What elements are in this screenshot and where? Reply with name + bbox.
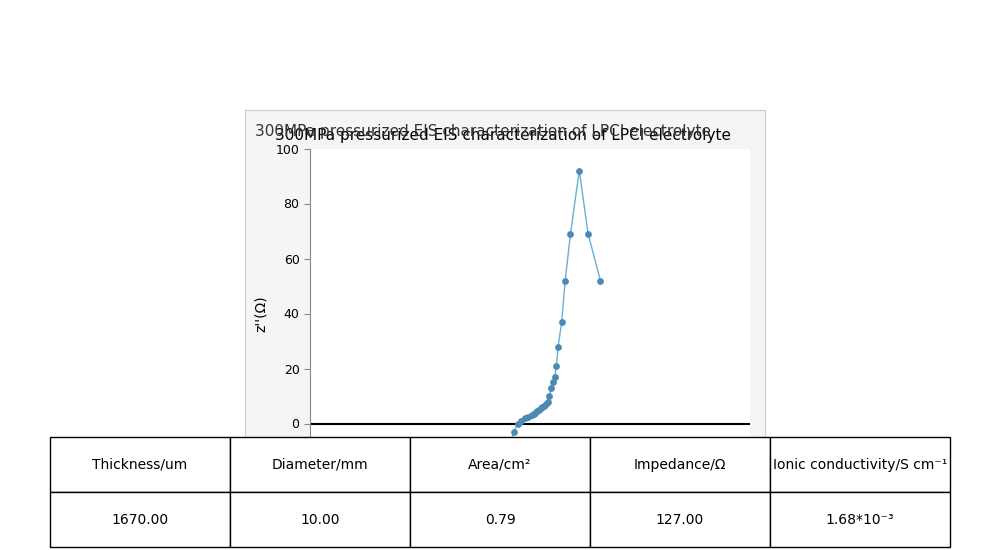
Point [526, 409, 542, 418]
Point [548, 361, 564, 370]
Text: 300MPa pressurized EIS characterization of LPCI electrolyte: 300MPa pressurized EIS characterization … [275, 128, 731, 143]
Point [534, 403, 550, 411]
Point [531, 405, 547, 414]
Point [592, 276, 608, 285]
Point [533, 404, 549, 412]
Y-axis label: z''(Ω): z''(Ω) [254, 295, 268, 332]
Point [571, 166, 587, 175]
Point [557, 276, 573, 285]
Point [541, 392, 557, 400]
Point [527, 408, 543, 417]
Point [506, 427, 522, 436]
Point [543, 383, 559, 392]
Text: 300MPa pressurized EIS characterization of LPCI electrolyte: 300MPa pressurized EIS characterization … [255, 124, 711, 139]
Point [562, 229, 578, 238]
Point [554, 317, 570, 326]
Point [550, 342, 566, 351]
Point [580, 229, 596, 238]
Point [547, 372, 563, 381]
Point [501, 441, 517, 450]
Point [538, 400, 554, 409]
Point [545, 378, 561, 387]
Point [513, 416, 529, 425]
Point [501, 466, 517, 475]
Point [540, 397, 556, 406]
Point [536, 402, 552, 410]
Point [517, 414, 533, 422]
Point [510, 419, 526, 428]
X-axis label: z'(Ω): z'(Ω) [514, 508, 546, 521]
Point [524, 411, 540, 420]
Point [520, 412, 536, 421]
Point [529, 407, 545, 416]
